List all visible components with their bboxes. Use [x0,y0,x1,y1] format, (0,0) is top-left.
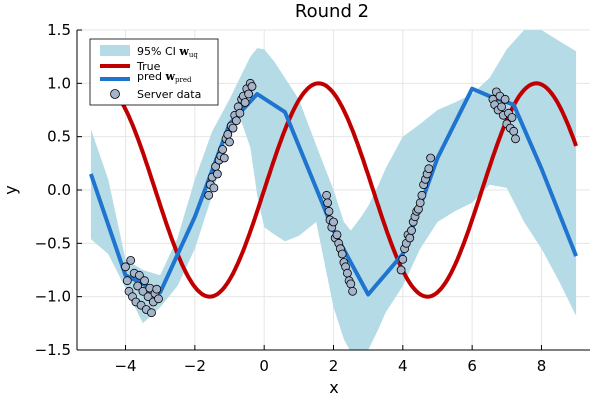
server-data-point [154,294,163,304]
y-tick-label: −1.0 [35,288,71,306]
server-data-point [212,169,222,179]
server-data-point [247,82,257,91]
x-tick-label: −2 [184,357,206,375]
server-data-point [407,226,416,235]
server-data-point [240,98,250,107]
server-data-point [500,94,510,104]
y-tick-label: −1.5 [35,341,71,359]
legend: 95% CI wuq True pred wpred Server data [89,38,219,106]
y-tick-label: 0.5 [47,128,71,146]
server-data-point [507,113,517,122]
server-data-point [398,254,408,264]
server-data-point [424,164,434,174]
ci-band-layer [90,30,577,350]
server-data-point [322,190,332,200]
server-data-point [225,137,234,147]
legend-server-label: Server data [137,88,201,101]
x-ticks: −4 −2 0 2 4 6 8 [114,345,546,375]
server-data-point [323,198,333,208]
server-data-point [396,265,406,275]
y-tick-label: 1.0 [47,74,71,92]
y-ticks: −1.5 −1.0 −0.5 0.0 0.5 1.0 1.5 [35,21,82,359]
x-tick-label: 8 [537,357,547,375]
server-data-point [329,217,338,227]
server-data-point [126,255,136,265]
server-data-point [121,262,130,272]
server-data-point [140,276,150,286]
server-data-point [235,108,245,118]
true-line-layer [89,81,578,299]
server-data-point [231,116,241,126]
server-data-point [511,134,520,144]
server-data-point [134,270,144,280]
server-data-point [133,281,143,291]
x-tick-label: 6 [467,357,477,375]
server-data-point [228,123,238,133]
server-data-point [218,145,228,154]
chart-title: Round 2 [295,1,369,22]
server-data-point [337,249,347,259]
x-tick-label: −4 [114,357,136,375]
server-data-point [509,126,519,136]
server-data-point [204,190,214,200]
server-data-point [342,268,352,278]
y-axis-label: y [1,185,20,194]
server-data-layer [121,78,520,318]
server-data-point [348,286,358,296]
server-data-point [497,102,507,112]
server-data-point [415,198,425,208]
server-data-point [209,183,219,193]
server-data-point [152,284,162,294]
legend-server-marker [110,89,120,99]
x-axis-label: x [329,378,338,397]
x-tick-label: 4 [398,357,408,375]
server-data-point [346,279,356,289]
server-data-point [147,308,156,318]
x-tick-label: 0 [259,357,269,375]
x-tick-label: 2 [329,357,339,375]
server-data-point [426,153,436,163]
legend-pred-label: pred wpred [137,70,192,84]
server-data-point [122,276,132,286]
server-data-point [332,230,342,240]
server-data-point [219,153,229,163]
legend-ci-swatch [100,45,130,56]
y-tick-label: 1.5 [47,21,71,39]
server-data-point [417,190,427,200]
ci-band [90,30,577,350]
server-data-point [244,89,254,99]
y-tick-label: 0.0 [47,181,71,199]
y-tick-label: −0.5 [35,234,71,252]
server-data-point [405,233,415,243]
legend-true-label: True [136,60,161,73]
true-line [89,81,578,299]
legend-ci-label: 95% CI wuq [137,45,198,59]
server-data-point [324,206,334,216]
